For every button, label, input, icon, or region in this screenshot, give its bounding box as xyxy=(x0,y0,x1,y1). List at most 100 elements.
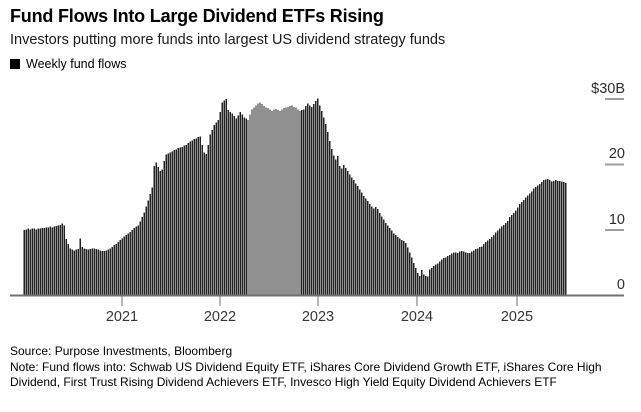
bar xyxy=(183,145,185,296)
bar xyxy=(377,209,379,296)
bar xyxy=(207,144,209,296)
bar xyxy=(151,187,153,296)
bar xyxy=(469,252,471,296)
bar xyxy=(439,261,441,296)
bar xyxy=(301,110,303,296)
bar xyxy=(501,226,503,296)
bar xyxy=(217,119,219,296)
bar xyxy=(125,235,127,296)
bar xyxy=(495,232,497,296)
bar xyxy=(395,235,397,296)
bar xyxy=(499,228,501,296)
bar xyxy=(159,171,161,296)
bar xyxy=(533,188,535,296)
bar xyxy=(47,227,49,296)
bar xyxy=(215,122,217,296)
bar xyxy=(531,191,533,296)
bar xyxy=(511,214,513,296)
bar xyxy=(385,222,387,296)
bar xyxy=(555,180,557,296)
bar xyxy=(121,238,123,296)
page-title: Fund Flows Into Large Dividend ETFs Risi… xyxy=(10,6,384,26)
bar xyxy=(137,225,139,296)
bar xyxy=(309,105,311,296)
bar xyxy=(405,243,407,296)
y-axis-label-30: $30B xyxy=(591,81,625,97)
bar xyxy=(389,228,391,296)
bar xyxy=(541,182,543,296)
bar xyxy=(287,106,289,296)
bar xyxy=(315,100,317,296)
bar xyxy=(485,241,487,296)
note-line: Note: Fund flows into: Schwab US Dividen… xyxy=(10,359,602,390)
bar xyxy=(513,212,515,296)
bar xyxy=(43,228,45,296)
bar xyxy=(429,269,431,296)
footer: Source: Purpose Investments, Bloomberg N… xyxy=(10,344,638,391)
bar xyxy=(289,106,291,296)
bar xyxy=(49,226,51,296)
bar xyxy=(481,246,483,296)
bar xyxy=(73,250,75,296)
bar xyxy=(195,138,197,296)
bar xyxy=(379,212,381,296)
bar xyxy=(449,254,451,296)
bar xyxy=(391,230,393,296)
bar xyxy=(115,243,117,296)
bar xyxy=(505,222,507,296)
bar xyxy=(229,112,231,296)
bar xyxy=(461,250,463,296)
bar xyxy=(347,171,349,296)
bar xyxy=(99,250,101,296)
bar xyxy=(199,136,201,296)
bar xyxy=(411,257,413,296)
bar xyxy=(527,195,529,296)
bar xyxy=(339,165,341,296)
bar xyxy=(371,206,373,296)
bar xyxy=(51,227,53,296)
bar xyxy=(197,136,199,296)
bar xyxy=(101,250,103,296)
bar xyxy=(351,177,353,296)
bar xyxy=(455,252,457,296)
bar xyxy=(221,102,223,296)
bar xyxy=(27,228,29,296)
bar xyxy=(245,118,247,296)
bar xyxy=(537,185,539,296)
bar xyxy=(543,180,545,296)
bar xyxy=(147,200,149,296)
bar xyxy=(445,257,447,296)
bar xyxy=(259,102,261,296)
bar xyxy=(529,193,531,296)
bar xyxy=(293,106,295,296)
bar xyxy=(91,248,93,296)
bar xyxy=(413,262,415,296)
legend-square-icon xyxy=(10,59,20,69)
bar xyxy=(85,249,87,296)
bar xyxy=(423,274,425,296)
bar xyxy=(393,233,395,296)
bar xyxy=(77,249,79,296)
x-axis-label-2025: 2025 xyxy=(500,309,534,325)
bar xyxy=(523,199,525,296)
bar xyxy=(243,117,245,296)
bar xyxy=(139,221,141,296)
bar xyxy=(39,228,41,296)
bar xyxy=(33,228,35,296)
bar xyxy=(547,178,549,296)
bar xyxy=(133,228,135,296)
bar xyxy=(269,109,271,296)
bar xyxy=(375,207,377,296)
bar xyxy=(403,241,405,296)
bar xyxy=(373,208,375,296)
bar xyxy=(349,174,351,296)
bar xyxy=(487,240,489,296)
bar xyxy=(383,219,385,296)
bar xyxy=(419,275,421,296)
bar xyxy=(145,206,147,296)
bar xyxy=(545,179,547,296)
bar xyxy=(171,151,173,296)
bar xyxy=(163,161,165,296)
bar xyxy=(219,112,221,296)
bar xyxy=(473,250,475,296)
